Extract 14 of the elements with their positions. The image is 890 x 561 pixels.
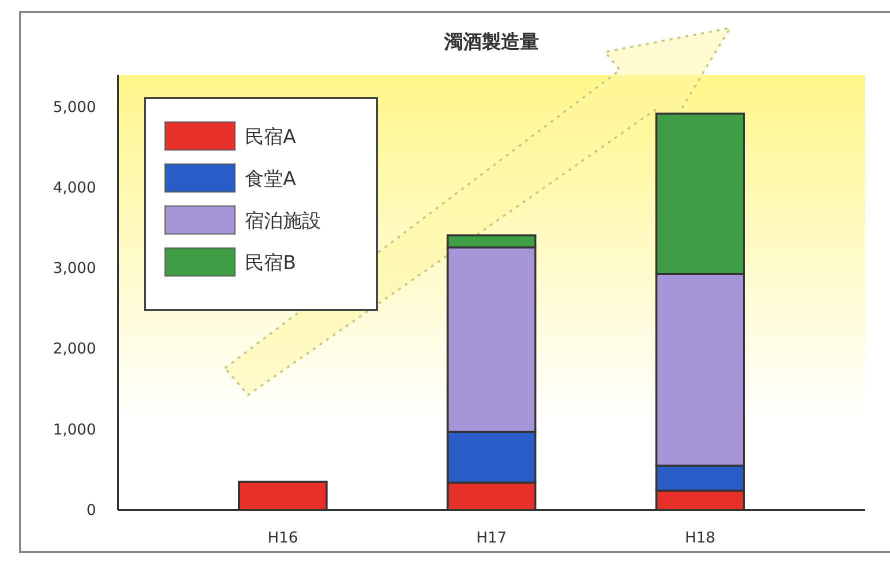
y-tick-label: 5,000	[53, 98, 96, 116]
legend-label: 民宿A	[245, 126, 296, 148]
x-tick-label: H17	[476, 528, 507, 547]
y-tick-label: 3,000	[53, 259, 96, 278]
y-tick-label: 0	[86, 500, 96, 519]
chart-title: 濁酒製造量	[443, 31, 539, 53]
legend-label: 民宿B	[245, 252, 296, 274]
legend-label: 宿泊施設	[245, 210, 321, 232]
x-tick-label: H16	[268, 528, 298, 547]
x-tick-label: H18	[684, 528, 716, 547]
y-tick-label: 1,000	[53, 420, 96, 438]
legend-label: 食堂A	[245, 168, 296, 190]
y-tick-label: 2,000	[53, 340, 96, 358]
y-tick-label: 4,000	[53, 178, 96, 197]
